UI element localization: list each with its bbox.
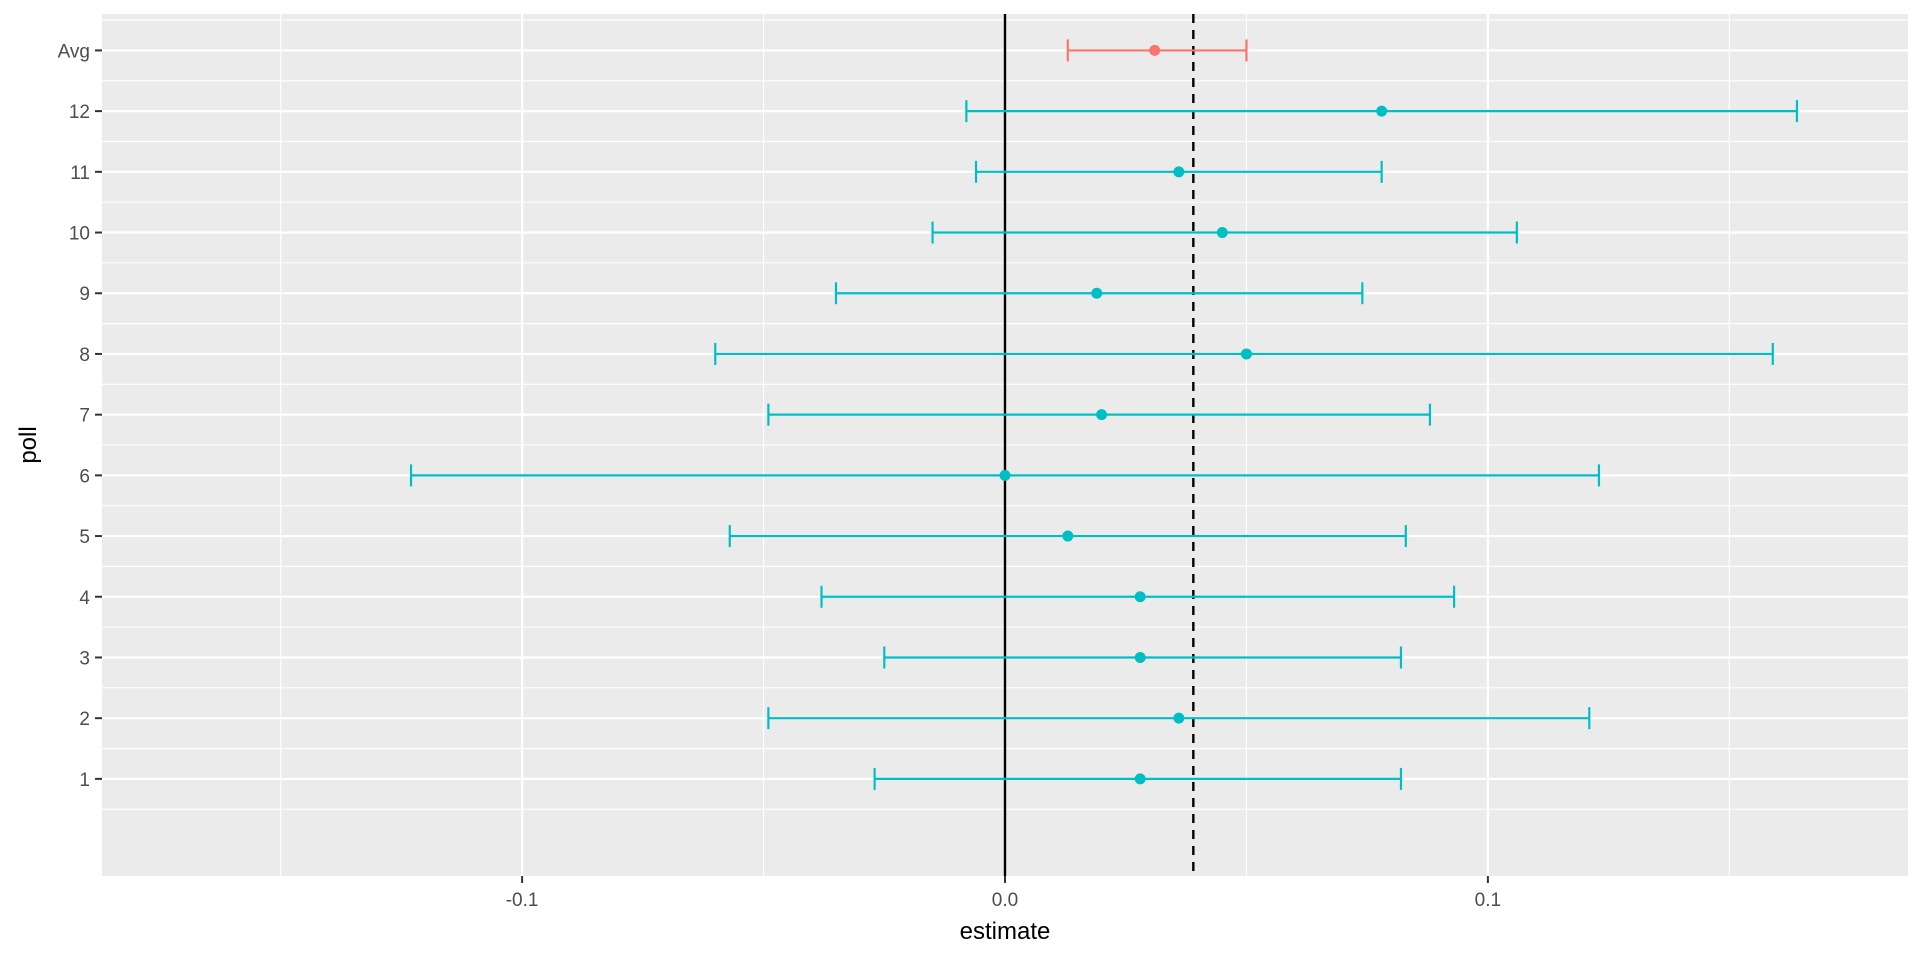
y-tick-label: 8: [79, 345, 90, 366]
estimate-points: [999, 44, 1388, 785]
y-tick-label: 11: [70, 163, 90, 184]
estimate-point: [1062, 530, 1074, 542]
y-tick-label: 3: [79, 648, 90, 669]
y-tick-label: 10: [69, 224, 90, 245]
y-tick-label: 5: [79, 527, 90, 548]
reference-lines: [1003, 14, 1195, 876]
y-axis-title: poll: [15, 426, 42, 463]
y-tick-label: 2: [79, 709, 90, 730]
y-tick-label: 9: [79, 284, 90, 305]
estimate-point: [1173, 712, 1185, 724]
estimate-point: [1216, 227, 1228, 239]
estimate-point: [1173, 166, 1185, 178]
estimate-point: [1096, 409, 1108, 421]
x-tick-label: 0.0: [992, 890, 1018, 911]
x-tick-label: -0.1: [506, 890, 539, 911]
x-axis: -0.1 0.0 0.1: [506, 876, 1501, 911]
x-axis-title: estimate: [960, 918, 1051, 945]
estimate-point: [1149, 44, 1161, 56]
estimate-point: [1091, 287, 1103, 299]
estimate-point: [1134, 591, 1146, 603]
estimate-point: [1240, 348, 1252, 360]
y-tick-label: 12: [69, 102, 90, 123]
y-tick-label: 6: [79, 466, 90, 487]
estimate-point: [1376, 105, 1388, 117]
y-tick-label: 4: [79, 588, 90, 609]
estimate-point: [999, 469, 1011, 481]
estimate-point: [1134, 773, 1146, 785]
x-tick-label: 0.1: [1475, 890, 1501, 911]
y-tick-label: 7: [79, 406, 90, 427]
y-tick-label: Avg: [58, 41, 90, 62]
estimate-point: [1134, 651, 1146, 663]
y-tick-label: 1: [79, 770, 90, 791]
